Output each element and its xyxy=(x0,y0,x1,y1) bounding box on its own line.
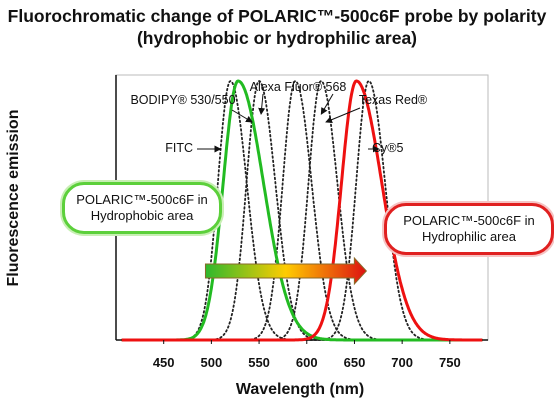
annotation-texas-red-pointer xyxy=(325,107,361,123)
annotation-fitc-label: FITC xyxy=(165,141,193,155)
x-tick-label: 600 xyxy=(296,355,318,370)
annotation-bodipy-530-550-label: BODIPY® 530/550 xyxy=(130,93,235,107)
series-polaric-500c6f-in-hydrophilic-area-curve xyxy=(121,79,483,342)
annotation-cy-5-label: Cy®5 xyxy=(372,141,403,155)
chart-title: Fluorochromatic change of POLARIC™-500c6… xyxy=(7,6,547,26)
chart-subtitle: (hydrophobic or hydrophilic area) xyxy=(136,28,418,48)
x-tick-label: 550 xyxy=(248,355,270,370)
x-tick-label: 650 xyxy=(344,355,366,370)
hydrophilic-callout: POLARIC™-500c6F in Hydrophilic area xyxy=(384,203,554,255)
annotation-alexa-fluor-568-label: Alexa Fluor® 568 xyxy=(250,80,347,94)
x-tick-label: 450 xyxy=(153,355,175,370)
hydrophobic-callout: POLARIC™-500c6F in Hydrophobic area xyxy=(62,182,222,234)
annotation-texas-red-label: Texas Red® xyxy=(359,93,428,107)
x-tick-label: 500 xyxy=(201,355,223,370)
shift-arrow xyxy=(204,256,368,286)
y-axis-label: Fluorescence emission xyxy=(5,109,22,287)
annotation-alexa-fluor-568-pointer xyxy=(258,93,266,115)
x-axis-label: Wavelength (nm) xyxy=(235,381,365,398)
x-tick-label: 750 xyxy=(439,355,461,370)
x-tick-label: 700 xyxy=(391,355,413,370)
annotation-alexa-fluor-568-pointer-2 xyxy=(320,93,334,115)
annotation-bodipy-530-550-pointer xyxy=(231,109,253,123)
